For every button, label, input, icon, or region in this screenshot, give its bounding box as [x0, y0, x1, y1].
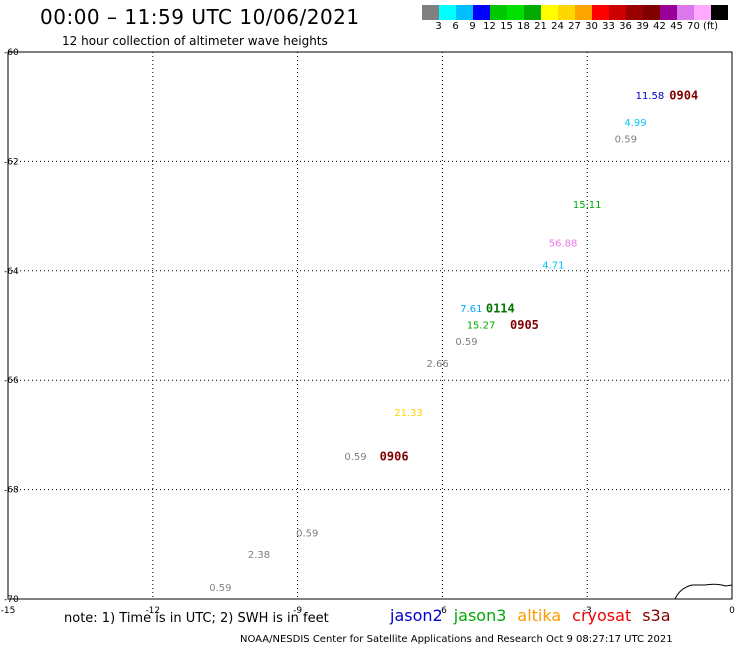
color-scale-label: 27 — [568, 21, 581, 32]
legend-item-s3a: s3a — [642, 606, 671, 625]
latitude-tick-label: -64 — [4, 267, 19, 277]
color-swatch — [643, 5, 660, 20]
wave-height-label: 4.71 — [542, 260, 564, 271]
color-scale-label: 30 — [585, 21, 598, 32]
color-scale-labels: 3 6 9 12 15 18 21 24 27 30 33 36 39 42 45 70 (ft) — [422, 21, 740, 35]
wave-height-label: 0.59 — [296, 528, 318, 539]
color-swatch — [422, 5, 439, 20]
pass-time-label: 0906 — [380, 449, 409, 463]
longitude-tick-label: -6 — [438, 606, 447, 616]
color-swatch — [439, 5, 456, 20]
longitude-tick-label: -15 — [1, 606, 16, 616]
color-swatch — [541, 5, 558, 20]
wave-height-label: 21.33 — [394, 408, 423, 419]
pass-time-label: 0904 — [669, 88, 698, 102]
color-scale-label: 9 — [469, 21, 476, 32]
color-scale-label: 42 — [653, 21, 666, 32]
color-scale-label: 45 — [670, 21, 683, 32]
pass-time-label: 0114 — [486, 302, 515, 316]
latitude-tick-label: -66 — [4, 376, 19, 386]
color-scale-label: 70 — [687, 21, 700, 32]
latitude-tick-label: -68 — [4, 486, 19, 496]
footer-note: note: 1) Time is in UTC; 2) SWH is in fe… — [64, 611, 329, 626]
longitude-tick-label: 0 — [729, 606, 735, 616]
legend-item-jason3: jason3 — [453, 606, 507, 625]
latitude-tick-label: -60 — [4, 48, 19, 58]
color-swatch — [677, 5, 694, 20]
legend-item-jason2: jason2 — [390, 606, 443, 625]
color-scale-label: 12 — [483, 21, 496, 32]
wave-height-label: 0.59 — [615, 135, 637, 146]
color-swatch — [711, 5, 728, 20]
wave-height-label: 15.11 — [573, 200, 602, 211]
color-scale-label: 3 — [435, 21, 442, 32]
wave-height-label: 0.59 — [455, 337, 477, 348]
color-scale-label: 18 — [517, 21, 530, 32]
map-frame — [7, 51, 733, 600]
color-swatch — [524, 5, 541, 20]
color-scale-label: 39 — [636, 21, 649, 32]
longitude-tick-label: -12 — [145, 606, 160, 616]
credit-line: NOAA/NESDIS Center for Satellite Applica… — [240, 634, 673, 645]
color-swatch — [558, 5, 575, 20]
wave-height-label: 2.38 — [248, 550, 270, 561]
color-swatch — [660, 5, 677, 20]
wave-height-label: 15.27 — [467, 321, 496, 332]
wave-height-label: 4.99 — [624, 118, 646, 129]
color-swatch — [456, 5, 473, 20]
color-scale-label: 36 — [619, 21, 632, 32]
wave-height-label: 11.58 — [636, 91, 665, 102]
satellite-legend: jason2 jason3 altika cryosat s3a — [390, 606, 671, 625]
pass-time-label: 0905 — [510, 318, 539, 332]
longitude-tick-label: -9 — [293, 606, 302, 616]
wave-height-label: 0.59 — [209, 583, 231, 594]
wave-height-label: 0.59 — [344, 452, 366, 463]
color-scale-label: 21 — [534, 21, 547, 32]
longitude-tick-label: -3 — [583, 606, 592, 616]
legend-item-cryosat: cryosat — [572, 606, 632, 625]
color-swatch — [592, 5, 609, 20]
color-scale-label: 33 — [602, 21, 615, 32]
wave-height-label: 7.61 — [460, 304, 482, 315]
latitude-tick-label: -70 — [4, 595, 19, 605]
color-scale-label: 6 — [452, 21, 459, 32]
color-swatch — [473, 5, 490, 20]
color-swatch — [507, 5, 524, 20]
color-scale — [422, 5, 728, 20]
page-subtitle: 12 hour collection of altimeter wave hei… — [62, 34, 328, 48]
color-swatch — [694, 5, 711, 20]
color-scale-label: 24 — [551, 21, 564, 32]
coastline — [674, 583, 733, 600]
page-title: 00:00 – 11:59 UTC 10/06/2021 — [40, 5, 360, 29]
color-swatch — [626, 5, 643, 20]
latitude-tick-label: -62 — [4, 157, 19, 167]
wave-height-label: 2.66 — [426, 359, 448, 370]
color-swatch — [490, 5, 507, 20]
wave-height-label: 56.88 — [549, 238, 578, 249]
color-swatch — [575, 5, 592, 20]
color-swatch — [609, 5, 626, 20]
color-scale-label: (ft) — [702, 21, 719, 32]
legend-item-altika: altika — [517, 606, 562, 625]
color-scale-label: 15 — [500, 21, 513, 32]
